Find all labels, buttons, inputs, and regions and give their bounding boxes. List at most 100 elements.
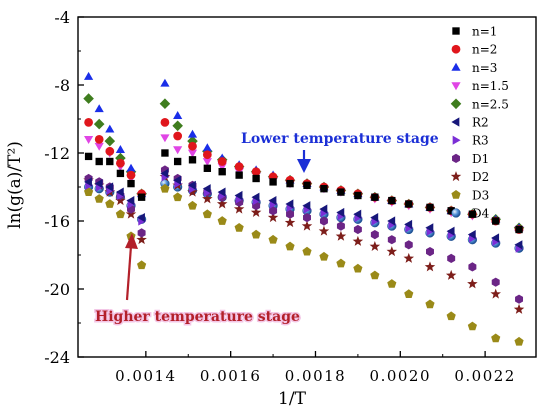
legend-label: n=1: [472, 25, 497, 39]
data-point: [85, 153, 92, 160]
data-point: [218, 157, 227, 166]
data-points: [83, 72, 524, 346]
data-point: [468, 262, 476, 271]
data-point: [370, 241, 381, 251]
data-point: [269, 178, 276, 185]
legend-label: n=2: [472, 43, 497, 57]
legend-label: n=1.5: [472, 79, 509, 93]
data-point: [96, 158, 103, 165]
y-tick-label: -8: [54, 76, 70, 95]
y-tick-label: -16: [44, 212, 70, 231]
data-point: [405, 200, 412, 207]
data-point: [105, 147, 114, 156]
legend-marker: [452, 209, 461, 218]
data-point: [387, 279, 396, 288]
legend-marker: [451, 63, 460, 71]
data-point: [174, 158, 181, 165]
data-point: [105, 199, 114, 208]
x-tick-label: 0.0018: [285, 367, 347, 385]
data-point: [268, 235, 277, 244]
data-point: [319, 226, 330, 236]
data-point: [319, 252, 328, 261]
data-point: [116, 159, 125, 168]
data-point: [354, 225, 362, 234]
legend-marker: [452, 27, 459, 34]
data-point: [425, 261, 436, 271]
data-point: [371, 230, 379, 239]
legend-label: n=3: [472, 61, 497, 75]
data-point: [105, 136, 116, 147]
legend-label: D4: [472, 207, 490, 221]
data-point: [490, 289, 501, 299]
y-tick-label: -12: [44, 144, 70, 163]
data-point: [491, 333, 500, 342]
data-point: [173, 192, 182, 201]
data-point: [303, 182, 310, 189]
data-point: [388, 235, 396, 244]
data-point: [515, 295, 523, 304]
data-point: [235, 171, 242, 178]
data-point: [492, 278, 500, 287]
data-point: [172, 121, 183, 132]
tick-labels: -4-8-12-16-20-240.0014 0.0016 0.0018 0.0020…: [44, 8, 516, 385]
data-point: [354, 192, 361, 199]
data-point: [514, 304, 525, 314]
data-point: [353, 236, 364, 246]
data-point: [446, 270, 457, 280]
data-point: [203, 209, 212, 218]
legend-label: D3: [472, 188, 489, 202]
data-point: [117, 170, 124, 177]
data-point: [127, 180, 134, 187]
data-point: [320, 185, 327, 192]
data-point: [94, 119, 105, 130]
lower-temperature-stage-label: Lower temperature stage: [241, 131, 439, 147]
data-point: [95, 135, 104, 144]
data-point: [138, 228, 146, 237]
legend-marker: [451, 117, 459, 126]
data-point: [203, 150, 212, 159]
data-point: [161, 149, 168, 156]
data-point: [252, 230, 261, 239]
data-point: [514, 337, 523, 346]
data-point: [370, 271, 379, 280]
data-point: [286, 180, 293, 187]
data-point: [173, 132, 182, 141]
data-point: [353, 264, 362, 273]
data-point: [337, 222, 345, 231]
x-tick-label: 0.0022: [454, 367, 516, 385]
x-axis-label: 1/T: [278, 389, 307, 409]
legend-label: D2: [472, 170, 489, 184]
legend-label: n=2.5: [472, 97, 509, 111]
y-axis-label: ln(g(a)/T²): [5, 141, 25, 229]
data-point: [371, 194, 378, 201]
legend-label: R2: [472, 116, 489, 130]
legend-marker: [451, 171, 462, 181]
data-point: [285, 242, 294, 251]
data-point: [188, 142, 197, 151]
data-point: [218, 216, 227, 225]
x-tick-label: 0.0016: [200, 367, 262, 385]
y-tick-label: -24: [44, 348, 70, 367]
data-point: [173, 111, 182, 119]
legend-marker: [452, 154, 460, 163]
data-point: [337, 188, 344, 195]
legend-marker: [453, 136, 461, 145]
data-point: [204, 165, 211, 172]
data-point: [106, 158, 113, 165]
data-point: [95, 104, 104, 112]
data-point: [447, 311, 456, 320]
data-point: [252, 167, 261, 176]
data-point: [467, 278, 478, 288]
data-point: [127, 171, 136, 180]
lower-stage-arrow-head-icon: [297, 159, 311, 173]
data-point: [173, 146, 182, 154]
data-point: [83, 93, 94, 104]
data-point: [404, 289, 413, 298]
data-point: [405, 240, 413, 249]
data-point: [203, 143, 212, 151]
legend-marker: [452, 45, 461, 54]
x-tick-label: 0.0014: [115, 367, 177, 385]
legend: n=1 n=2 n=3 n=1.5 n=2.5 R2 R3 D1 D2 D3 D4: [451, 25, 509, 221]
legend-marker: [451, 82, 460, 90]
data-point: [105, 125, 114, 133]
